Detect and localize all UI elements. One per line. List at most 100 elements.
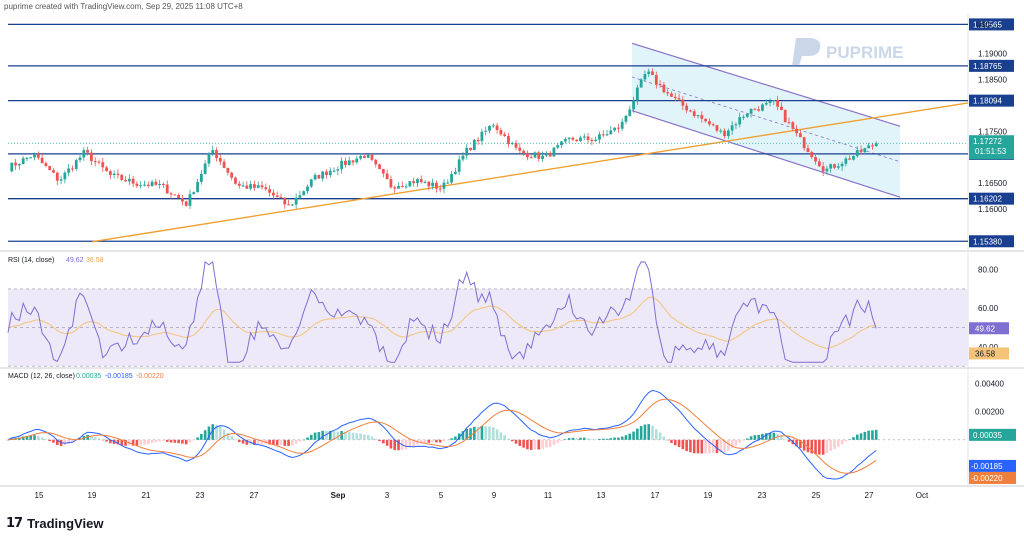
- level-label: 1.18765: [973, 62, 1002, 71]
- macd-histogram-bar: [780, 436, 783, 440]
- macd-histogram-bar: [859, 433, 863, 440]
- macd-histogram-bar: [279, 439, 283, 446]
- macd-line: [7, 389, 877, 480]
- candle-body: [71, 168, 74, 170]
- macd-histogram-bar: [510, 439, 514, 442]
- candle-body: [518, 147, 522, 151]
- rsi-tick-label: 80.00: [978, 266, 999, 275]
- macd-histogram-bar: [52, 439, 55, 443]
- x-tick-label: Sep: [331, 491, 346, 500]
- x-tick-label: 17: [651, 491, 660, 500]
- candle-body: [344, 160, 347, 165]
- x-tick-label: 25: [812, 491, 821, 500]
- macd-histogram-bar: [446, 439, 450, 441]
- macd-histogram-bar: [310, 434, 313, 440]
- macd-histogram-bar: [658, 432, 662, 440]
- macd-histogram-bar: [196, 437, 199, 440]
- rsi-line: [7, 260, 877, 363]
- macd-histogram-bar: [651, 425, 654, 440]
- macd-histogram-bar: [306, 437, 309, 440]
- macd-histogram-bar: [692, 439, 696, 454]
- candle-body: [55, 172, 59, 181]
- macd-histogram-bar: [711, 439, 715, 453]
- macd-histogram-bar: [29, 435, 33, 440]
- tradingview-logo[interactable]: 17 TradingView: [6, 516, 103, 531]
- macd-histogram-bar: [874, 429, 878, 440]
- candle-body: [222, 161, 226, 168]
- candle-body: [670, 93, 673, 97]
- candle-body: [635, 87, 639, 101]
- macd-histogram-bar: [325, 431, 328, 440]
- macd-histogram-bar: [620, 436, 624, 440]
- candle-body: [726, 130, 730, 137]
- candle-body: [36, 153, 40, 158]
- candle-body: [495, 125, 499, 131]
- candles: [10, 68, 878, 210]
- candle-body: [112, 173, 116, 175]
- macd-histogram-bar: [93, 437, 97, 440]
- candle-body: [639, 79, 643, 88]
- macd-histogram-bar: [495, 429, 499, 440]
- brand-watermark: PUPRIME: [826, 43, 903, 62]
- candle-body: [749, 108, 753, 114]
- candle-body: [798, 133, 802, 138]
- candle-body: [586, 136, 590, 140]
- macd-histogram-bar: [344, 431, 347, 440]
- macd-histogram-bar: [567, 438, 571, 440]
- candle-body: [67, 168, 71, 173]
- macd-histogram-bar: [200, 434, 203, 440]
- candle-body: [632, 100, 635, 110]
- y-tick-label: 1.16000: [978, 205, 1007, 214]
- macd-histogram-bar: [628, 433, 632, 440]
- macd-histogram-bar: [435, 439, 438, 443]
- macd-histogram-bar: [150, 439, 154, 443]
- candle-body: [704, 118, 707, 122]
- current-price-label: 1.17272: [973, 137, 1002, 146]
- macd-histogram-bar: [328, 430, 332, 440]
- candle-body: [146, 184, 150, 186]
- candle-body: [207, 153, 211, 164]
- candle-body: [821, 166, 825, 172]
- candle-body: [48, 165, 52, 171]
- candle-body: [290, 204, 294, 206]
- macd-histogram-bar: [541, 439, 544, 449]
- macd-histogram-bar: [165, 439, 169, 442]
- x-tick-label: 19: [88, 491, 97, 500]
- candle-body: [469, 147, 472, 151]
- macd-histogram-bar: [450, 438, 453, 440]
- candle-body: [438, 188, 442, 190]
- candle-body: [256, 185, 260, 188]
- macd-histogram-bar: [287, 439, 290, 446]
- candle-body: [522, 150, 526, 154]
- macd-histogram-bar: [723, 439, 726, 453]
- candle-body: [101, 162, 105, 168]
- candle-body: [696, 115, 700, 117]
- macd-histogram-bar: [514, 439, 518, 444]
- candle-body: [476, 139, 480, 142]
- macd-histogram-bar: [173, 439, 177, 443]
- x-tick-label: 5: [439, 491, 444, 500]
- macd-histogram-bar: [560, 439, 563, 441]
- rsi-ma-value-box: [969, 347, 1009, 360]
- macd-histogram-bar: [799, 439, 802, 449]
- candle-body: [761, 104, 764, 111]
- macd-tick-label: 0.00200: [975, 408, 1004, 417]
- candle-body: [40, 157, 44, 164]
- candle-body: [715, 125, 719, 131]
- candle-body: [435, 182, 438, 189]
- candle-body: [791, 122, 795, 129]
- macd-histogram-bar: [579, 437, 582, 440]
- macd-histogram-bar: [696, 439, 700, 454]
- candle-body: [192, 192, 196, 195]
- candle-body: [385, 173, 389, 180]
- macd-histogram-bar: [632, 431, 635, 440]
- macd-histogram-bar: [419, 439, 423, 444]
- macd-value-box: [969, 459, 1016, 472]
- candle-body: [753, 108, 757, 110]
- candle-body: [351, 160, 355, 163]
- candle-body: [249, 184, 253, 189]
- candle-body: [560, 141, 563, 146]
- macd-histogram-bar: [116, 439, 120, 445]
- candle-body: [127, 178, 131, 182]
